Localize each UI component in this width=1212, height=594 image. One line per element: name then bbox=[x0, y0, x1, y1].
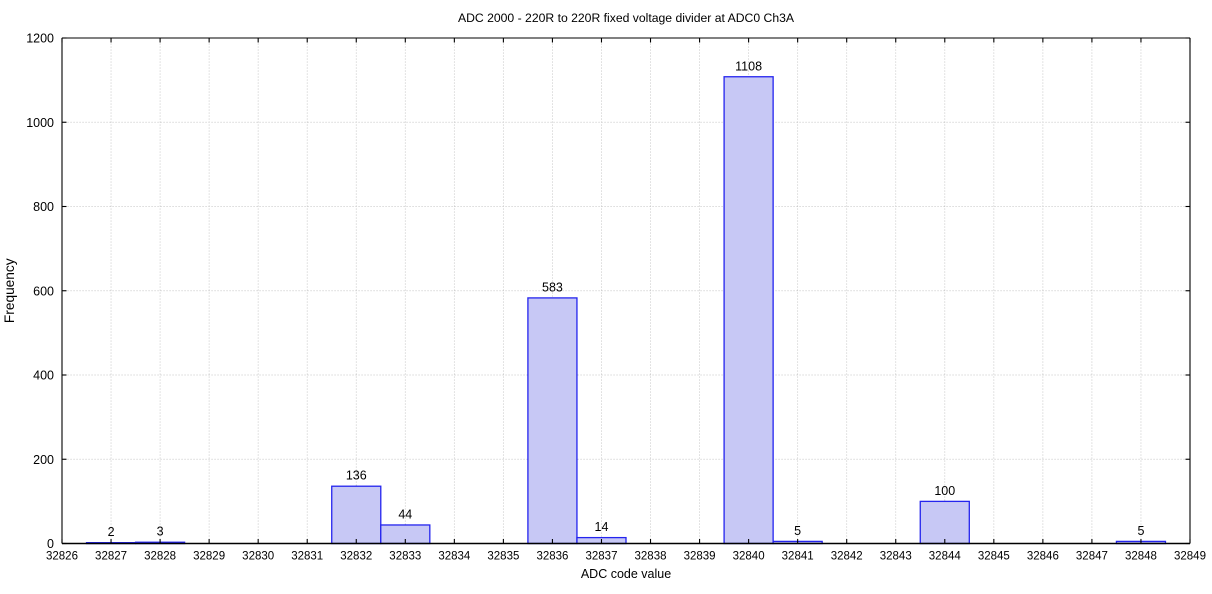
svg-text:32828: 32828 bbox=[144, 551, 176, 563]
svg-text:32827: 32827 bbox=[95, 551, 127, 563]
svg-text:32830: 32830 bbox=[242, 551, 274, 563]
svg-text:32841: 32841 bbox=[782, 551, 814, 563]
svg-text:32831: 32831 bbox=[291, 551, 323, 563]
svg-text:32848: 32848 bbox=[1125, 551, 1157, 563]
svg-text:32832: 32832 bbox=[340, 551, 372, 563]
svg-text:ADC 2000 - 220R to 220R fixed: ADC 2000 - 220R to 220R fixed voltage di… bbox=[458, 11, 795, 25]
svg-text:0: 0 bbox=[47, 537, 54, 551]
svg-text:2: 2 bbox=[108, 525, 115, 539]
svg-text:583: 583 bbox=[542, 280, 563, 294]
svg-text:32833: 32833 bbox=[389, 551, 421, 563]
svg-text:32839: 32839 bbox=[684, 551, 716, 563]
svg-text:100: 100 bbox=[934, 484, 955, 498]
svg-text:1108: 1108 bbox=[735, 59, 762, 73]
svg-text:Frequency: Frequency bbox=[2, 258, 17, 323]
svg-text:32835: 32835 bbox=[487, 551, 519, 563]
svg-text:400: 400 bbox=[33, 369, 54, 383]
svg-text:1200: 1200 bbox=[26, 32, 54, 46]
svg-text:32837: 32837 bbox=[585, 551, 617, 563]
svg-text:200: 200 bbox=[33, 453, 54, 467]
svg-text:1000: 1000 bbox=[26, 116, 54, 130]
svg-text:ADC code value: ADC code value bbox=[581, 567, 671, 581]
svg-text:32844: 32844 bbox=[929, 551, 962, 563]
svg-text:5: 5 bbox=[794, 524, 801, 538]
svg-text:32845: 32845 bbox=[978, 551, 1010, 563]
svg-text:32838: 32838 bbox=[635, 551, 667, 563]
svg-text:600: 600 bbox=[33, 284, 54, 298]
svg-text:5: 5 bbox=[1137, 524, 1144, 538]
svg-text:32834: 32834 bbox=[438, 551, 471, 563]
svg-text:32826: 32826 bbox=[46, 551, 78, 563]
svg-text:32847: 32847 bbox=[1076, 551, 1108, 563]
svg-text:32843: 32843 bbox=[880, 551, 912, 563]
svg-text:800: 800 bbox=[33, 200, 54, 214]
svg-text:32829: 32829 bbox=[193, 551, 225, 563]
svg-text:32846: 32846 bbox=[1027, 551, 1059, 563]
svg-text:32849: 32849 bbox=[1174, 551, 1206, 563]
svg-text:3: 3 bbox=[157, 525, 164, 539]
svg-text:14: 14 bbox=[595, 520, 609, 534]
svg-text:32836: 32836 bbox=[536, 551, 568, 563]
svg-text:32840: 32840 bbox=[733, 551, 765, 563]
svg-text:136: 136 bbox=[346, 469, 367, 483]
svg-text:32842: 32842 bbox=[831, 551, 863, 563]
svg-text:44: 44 bbox=[398, 507, 412, 521]
